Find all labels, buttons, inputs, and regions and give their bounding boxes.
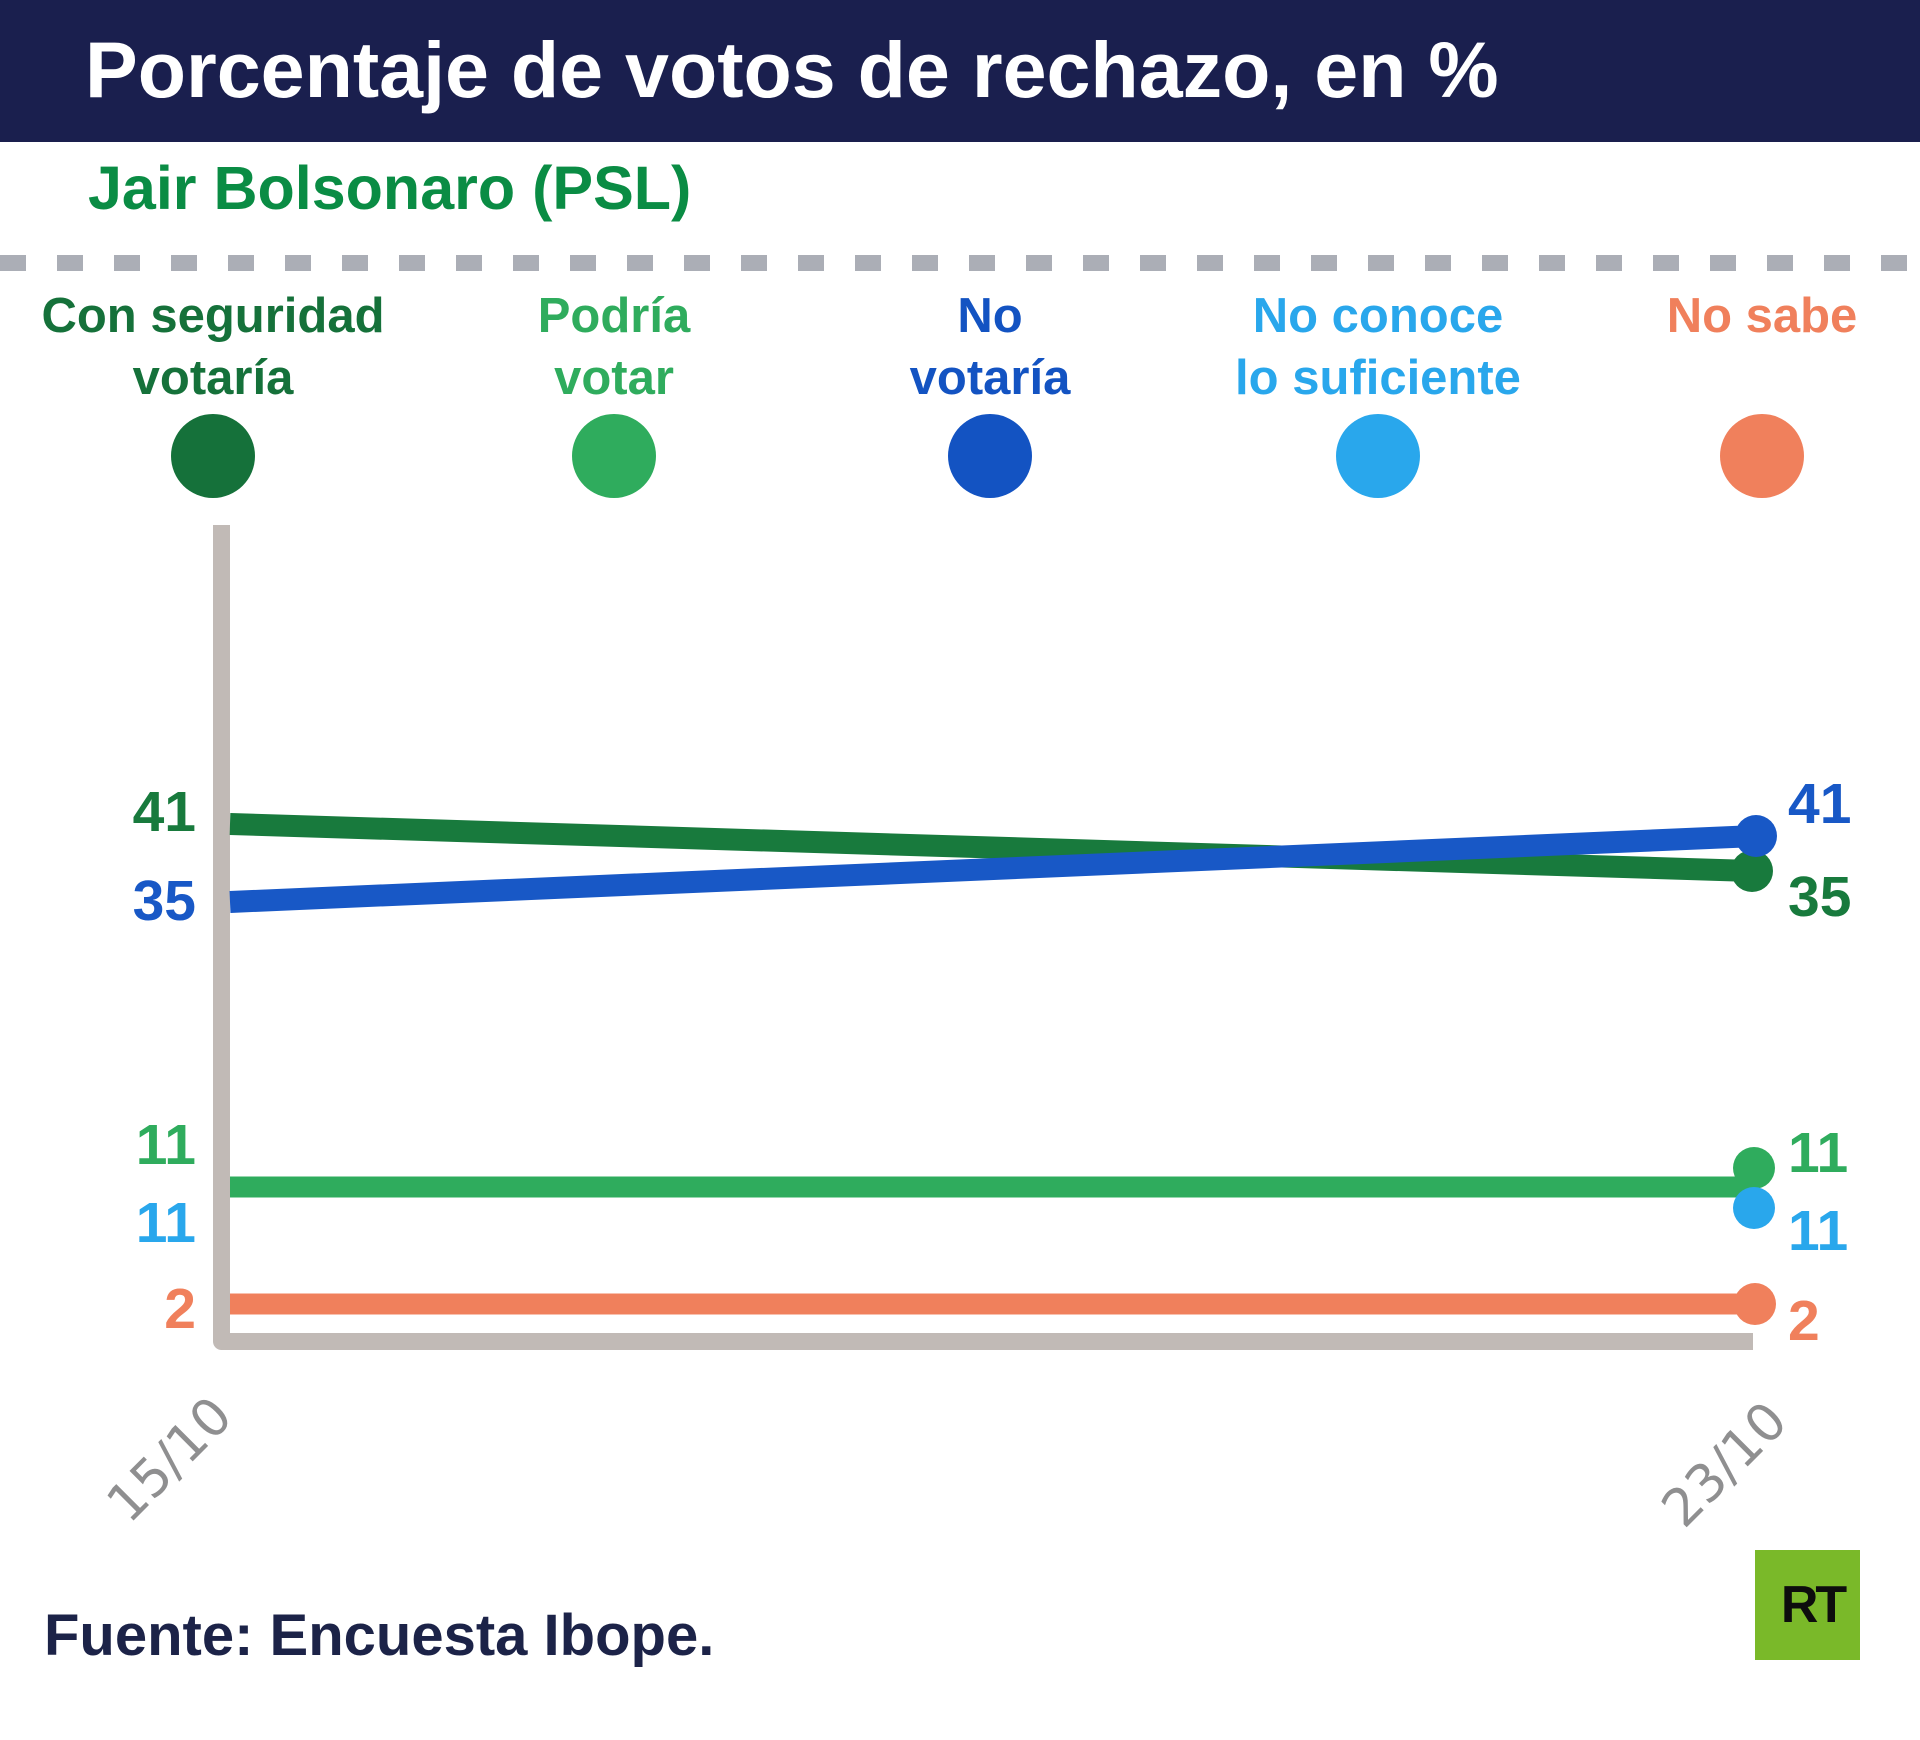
line-con-seguridad (229, 813, 1753, 882)
legend-label-line2: votar (554, 351, 674, 405)
line-no-votaria (229, 825, 1757, 913)
legend-dot-light-blue (1336, 414, 1420, 498)
endpoint-dot-no-sabe (1734, 1283, 1776, 1325)
legend-label-line2: votaría (909, 351, 1071, 405)
value-label-left-no-sabe: 2 (164, 1277, 196, 1341)
legend-label-line2: votaría (132, 351, 294, 405)
legend-label: No conoce lo suficiente (1158, 285, 1598, 409)
endpoint-dot-no-votaria (1735, 815, 1777, 857)
rt-logo-text: RT (1780, 1576, 1847, 1634)
value-label-left-no-votaria: 35 (132, 869, 196, 933)
value-label-right-no-conoce: 11 (1788, 1199, 1849, 1263)
value-label-left-con-seguridad: 41 (132, 780, 196, 844)
page-title: Porcentaje de votos de rechazo, en % (85, 25, 1499, 114)
legend-label-line1: Con seguridad (41, 289, 385, 343)
endpoint-dot-no-conoce (1733, 1187, 1775, 1229)
value-label-right-podria-votar: 11 (1788, 1121, 1849, 1185)
legend-label: Con seguridad votaría (0, 285, 433, 409)
legend-label: Podría votar (394, 285, 834, 409)
rt-logo: RT (1755, 1550, 1860, 1660)
value-label-right-no-sabe: 2 (1788, 1289, 1820, 1353)
endpoint-dot-podria-votar (1733, 1147, 1775, 1189)
value-label-right-con-seguridad: 35 (1788, 865, 1852, 929)
value-label-left-no-conoce: 11 (135, 1191, 196, 1255)
legend-label-line1: No sabe (1666, 289, 1858, 343)
legend-label-line1: No conoce (1252, 289, 1504, 343)
legend-label-line1: No (957, 289, 1023, 343)
legend-label-line1: Podría (537, 289, 691, 343)
value-label-left-podria-votar: 11 (135, 1113, 196, 1177)
value-label-right-no-votaria: 41 (1788, 772, 1852, 836)
header-bar: Porcentaje de votos de rechazo, en % (0, 0, 1920, 142)
legend-dot-blue (948, 414, 1032, 498)
axis-lines (213, 525, 1753, 1350)
dashed-divider (0, 255, 1920, 271)
legend-label: No votaría (770, 285, 1210, 409)
candidate-name: Jair Bolsonaro (PSL) (88, 154, 692, 222)
legend-label-line2: lo suficiente (1235, 351, 1521, 405)
source-note: Fuente: Encuesta Ibope. (44, 1603, 715, 1668)
endpoint-dot-con-seguridad (1731, 850, 1773, 892)
legend-label: No sabe (1542, 285, 1920, 347)
legend-dot-orange (1720, 414, 1804, 498)
legend-dot-dark-green (171, 414, 255, 498)
legend-dot-light-green (572, 414, 656, 498)
